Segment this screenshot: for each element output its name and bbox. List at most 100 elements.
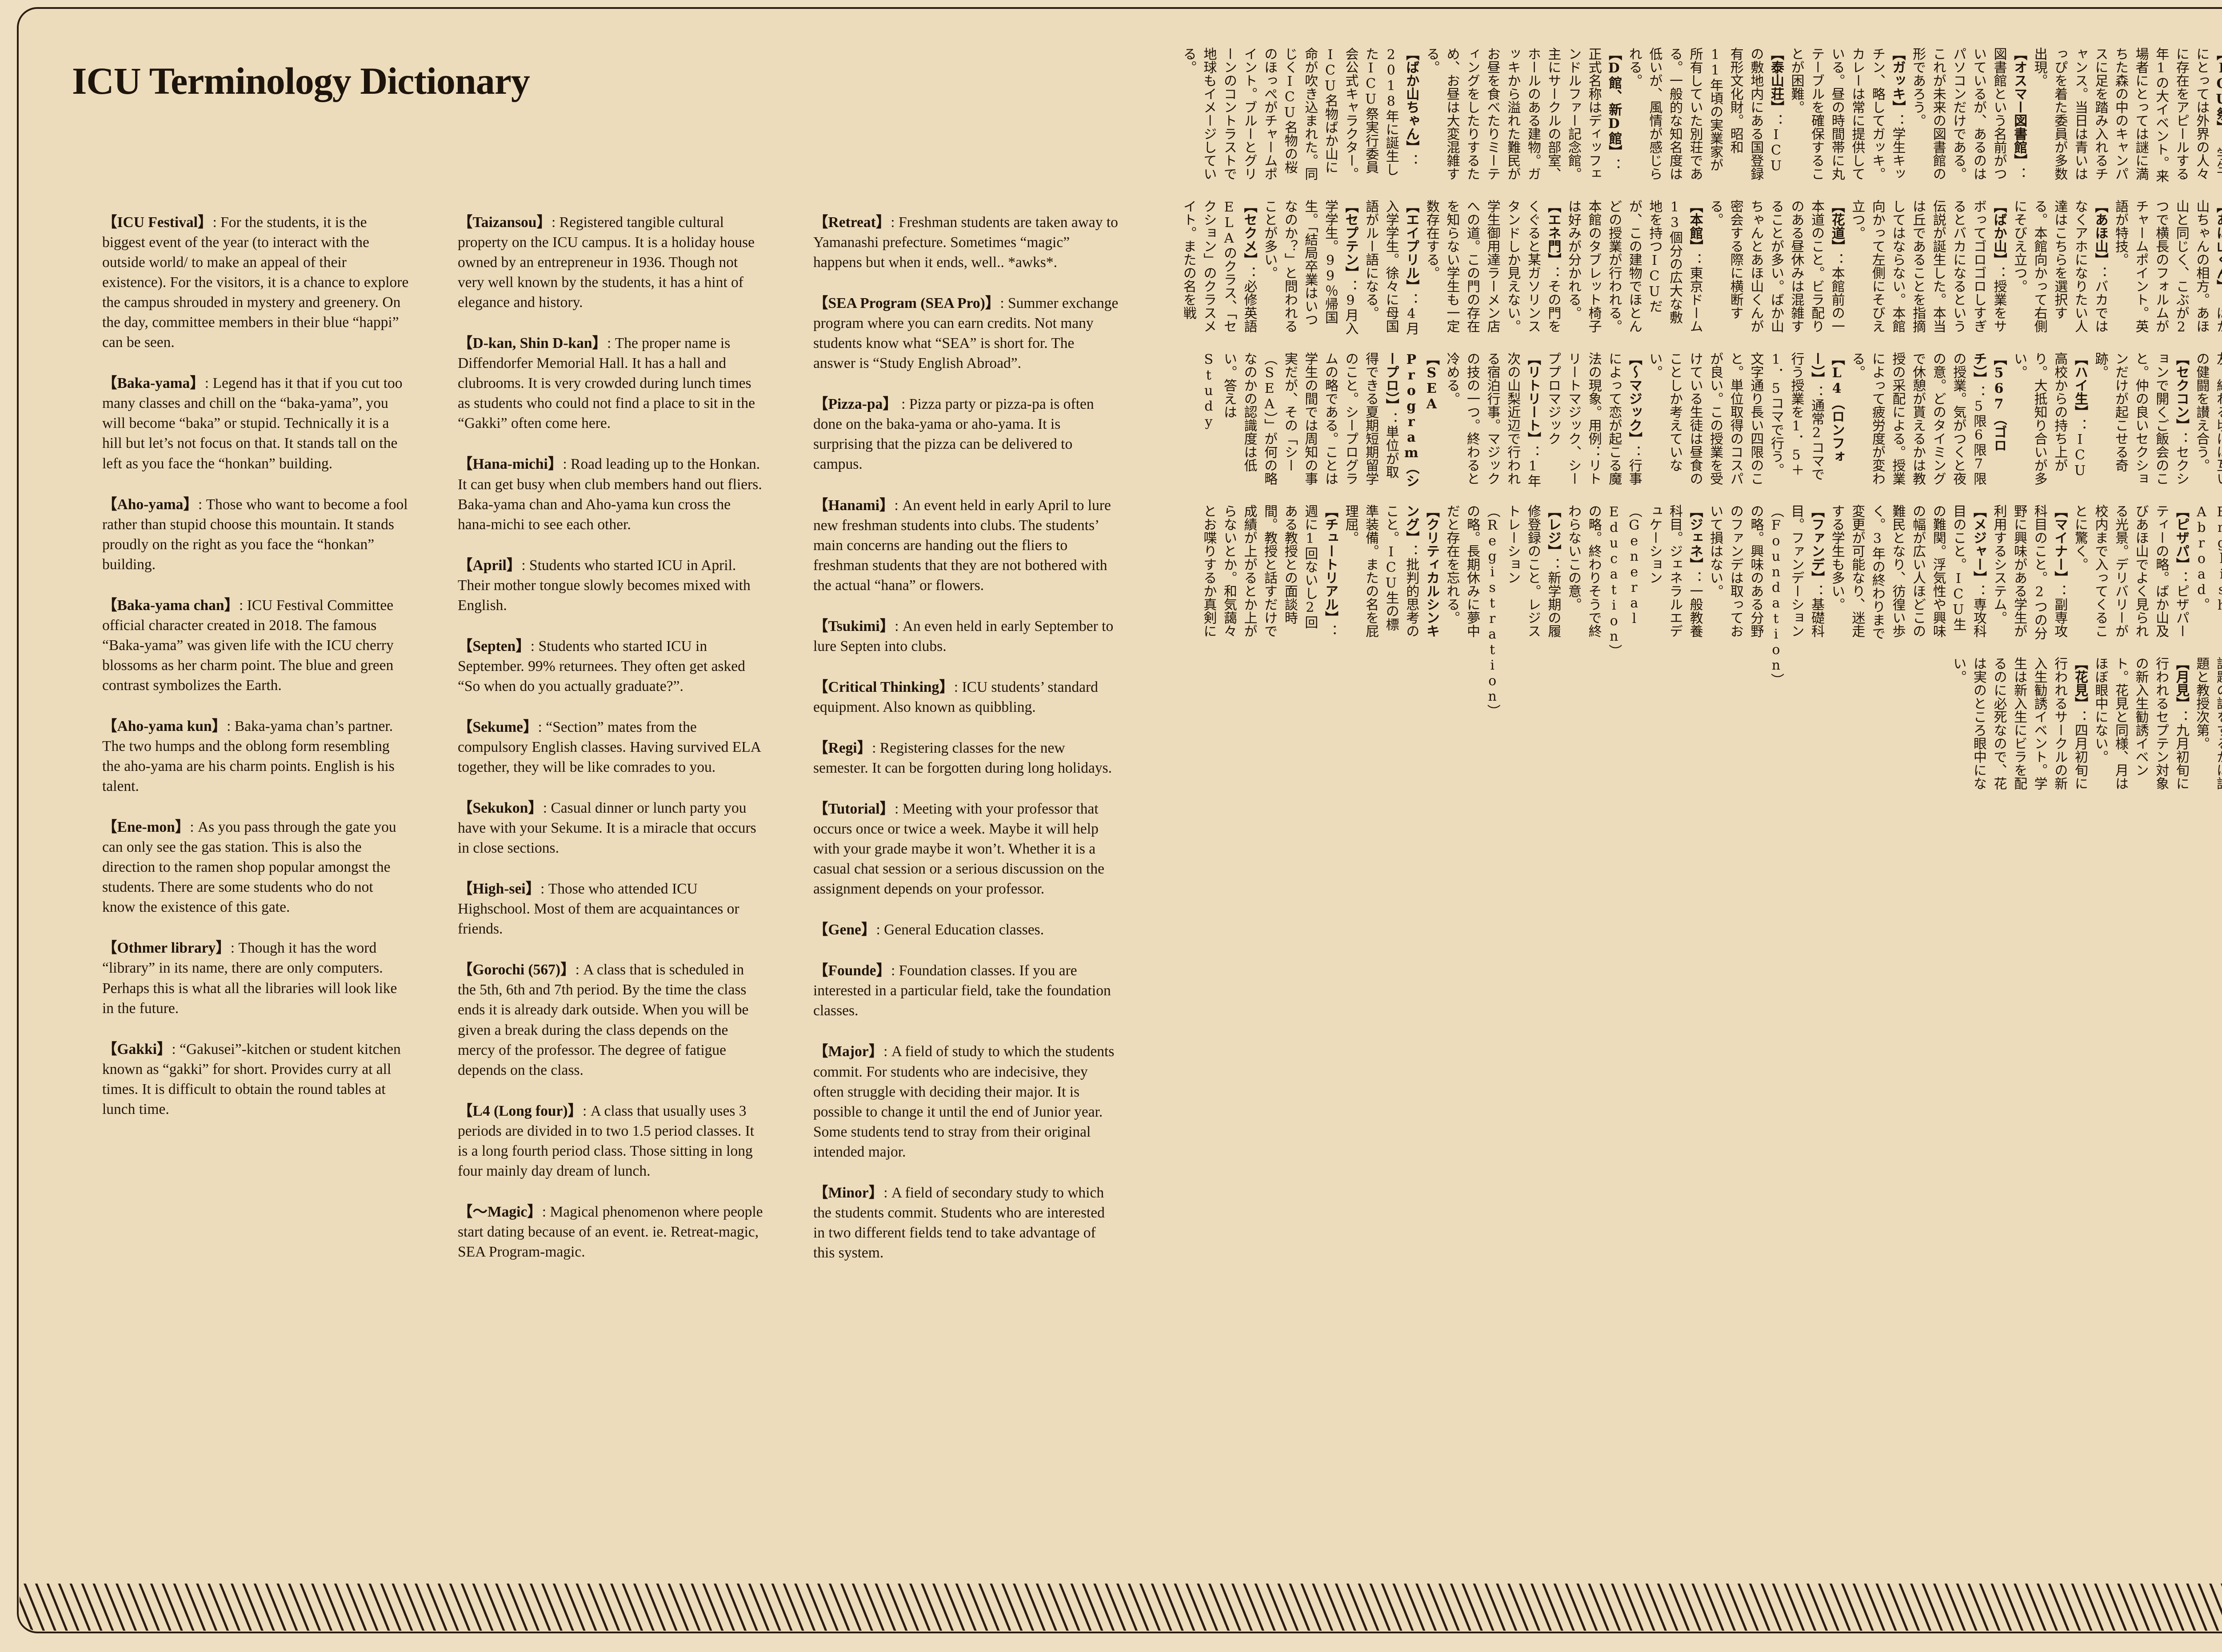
entry-definition-jp: ：セクションで開くご飯会のこと。仲の良いセクションだけが起こせる奇跡。	[2092, 352, 2189, 485]
entry-term: 【Pizza-pa】	[813, 396, 898, 413]
entry-term: 【Gene】	[813, 922, 876, 938]
entry-definition-jp: ：副専攻科目のこと。2つの分野に興味がある学生が利用するシステム。	[1991, 504, 2068, 640]
entry-text: 【Retreat】: Freshman students are taken a…	[813, 212, 1120, 272]
dictionary-entry-jp: 【本館】：東京ドーム13個分の広大な敷地を持つICUだが、この建物でほとんどの授…	[1563, 200, 1705, 337]
entry-term-jp: 【ジェネ】	[1687, 504, 1703, 571]
english-column-2: 【Taizansou】: Registered tangible cultura…	[458, 212, 764, 1545]
entry-definition-jp: ：ICUの敷地内にある国登録有形文化財。昭和11年頃の実業家が所有していた別荘で…	[1626, 47, 1784, 180]
dictionary-entry: 【Aho-yama kun】: Baka-yama chan’s partner…	[102, 716, 409, 796]
dictionary-entry: 【Retreat】: Freshman students are taken a…	[813, 212, 1120, 272]
dictionary-entry: 【Septen】: Students who started ICU in Se…	[458, 636, 764, 696]
dictionary-entry: 【ICU Festival】: For the students, it is …	[102, 212, 409, 352]
dictionary-entry-jp: 【L4（ロンフォー）】：通常2コマで行う授業を1．5＋1．5コマで行う。文字通り…	[1644, 352, 1847, 489]
entry-term-jp: 【567（ゴロチ）】	[1970, 352, 2007, 452]
dictionary-entry: 【D-kan, Shin D-kan】: The proper name is …	[458, 333, 764, 433]
english-column-1: 【ICU Festival】: For the students, it is …	[102, 212, 409, 1545]
entry-term-jp: 【セクメ】	[1241, 200, 1257, 266]
entry-definition-jp: ：基礎科目。ファンデーション（Foundation）の略。興味のある分野のファン…	[1707, 504, 1825, 686]
dictionary-entry-jp: 【ICU祭】：学生にとっては外界の人々に存在をアピールする年1の大イベント。来場…	[2029, 47, 2222, 184]
dictionary-entry-jp: 【ハイ生】：ICU高校からの持ち上がり。大抵知り合いが多い。	[2009, 352, 2090, 489]
entry-term-jp: 【エネ門】	[1545, 200, 1561, 266]
entry-definition-jp: ：新学期の履修登録のこと。レジストレーション（Registration）の略。長…	[1444, 504, 1561, 718]
entry-definition: : A class that usually uses 3 periods ar…	[458, 1102, 755, 1179]
entry-definition: : Summer exchange program where you can …	[813, 295, 1119, 372]
bottom-hatch-band	[20, 1584, 2222, 1631]
entry-definition: : ICU Festival Committee official charac…	[102, 597, 394, 694]
entry-definition-jp: ：東京ドーム13個分の広大な敷地を持つICUだが、この建物でほとんどの授業が行わ…	[1566, 200, 1703, 333]
entry-definition-jp: ：通常2コマで行う授業を1．5＋1．5コマで行う。文字通り長い四限のこと。単位取…	[1647, 352, 1825, 485]
dictionary-entry: 【SEA Program (SEA Pro)】: Summer exchange…	[813, 293, 1120, 373]
dictionary-entry: 【Major】: A field of study to which the s…	[813, 1041, 1120, 1161]
entry-definition-jp: ：図書館という名前がついているが、あるのはパソコンだけである。これが未来の図書館…	[1910, 47, 2027, 180]
entry-term: 【〜Magic】	[458, 1203, 542, 1220]
entry-text: 【Minor】: A field of secondary study to w…	[813, 1183, 1120, 1263]
entry-definition: : An event held in early April to lure n…	[813, 497, 1111, 594]
japanese-entries-region: 【ICU祭】：学生にとっては外界の人々に存在をアピールする年1の大イベント。来場…	[1174, 47, 2222, 1571]
entry-term-jp: 【メジャー】	[1970, 504, 1986, 584]
entry-text: 【SEA Program (SEA Pro)】: Summer exchange…	[813, 293, 1120, 373]
entry-text: 【〜Magic】: Magical phenomenon where peopl…	[458, 1202, 764, 1262]
dictionary-entry: 【Gene】: General Education classes.	[813, 920, 1120, 940]
entry-term: 【Sekume】	[458, 718, 538, 735]
entry-term: 【Gakki】	[102, 1041, 172, 1057]
entry-definition: : Magical phenomenon where people start …	[458, 1203, 763, 1260]
entry-term: 【Taizansou】	[458, 214, 552, 231]
entry-definition: : Legend has it that if you cut too many…	[102, 375, 403, 472]
entry-term-jp: 【花道】	[1829, 200, 1845, 253]
dictionary-entry-jp: 【エイプリル】：4月入学学生。徐々に母国語がルー語になる。	[1360, 200, 1421, 337]
dictionary-entry-jp: 【567（ゴロチ）】：5限6限7限の授業。気がつくと夜の意。どのタイミングで休憩…	[1847, 352, 2009, 489]
entry-definition-jp: ：5限6限7限の授業。気がつくと夜の意。どのタイミングで休憩が貰えるかは教授の采…	[1849, 352, 1986, 485]
entry-term-jp: 【あほ山くん】	[2214, 200, 2222, 293]
entry-term-jp: 【チュートリアル】	[1322, 504, 1338, 624]
entry-text: 【Sekume】: “Section” mates from the compu…	[458, 717, 764, 777]
dictionary-entry-jp: 【〜マジック】：行事によって恋が起こる魔法の現象。用例：リトリートマジック、シー…	[1543, 352, 1644, 489]
dictionary-entry-jp: 【マイナー】：副専攻科目のこと。2つの分野に興味がある学生が利用するシステム。	[1989, 504, 2070, 642]
dictionary-entry-jp: 【あほ山】：バカではなくアホになりたい人達はこちらを選択する。本館向かって右側に…	[2009, 200, 2110, 337]
entry-definition: : For the students, it is the biggest ev…	[102, 214, 409, 351]
dictionary-entry-jp: 【セクコン】：セクションで開くご飯会のこと。仲の良いセクションだけが起こせる奇跡…	[2090, 352, 2191, 489]
entry-text: 【D-kan, Shin D-kan】: The proper name is …	[458, 333, 764, 433]
entry-text: 【Gakki】: “Gakusei”-kitchen or student ki…	[102, 1039, 409, 1119]
entry-text: 【Critical Thinking】: ICU students’ stand…	[813, 677, 1120, 717]
entry-text: 【Aho-yama】: Those who want to become a f…	[102, 495, 409, 575]
entry-term: 【Gorochi (567)】	[458, 962, 575, 978]
dictionary-entry-jp: 【セクメ】：必修英語ELAのクラス、「セクション」のクラスメイト。またの名を戦友…	[1174, 200, 2222, 489]
entry-term-jp: 【泰山荘】	[1768, 47, 1784, 114]
dictionary-entry: 【Sekume】: “Section” mates from the compu…	[458, 717, 764, 777]
entry-definition: : A field of secondary study to which th…	[813, 1184, 1105, 1261]
entry-definition: : ICU students’ standard equipment. Also…	[813, 678, 1098, 715]
entry-term: 【Sekukon】	[458, 800, 543, 817]
entry-definition: : Meeting with your professor that occur…	[813, 801, 1104, 898]
entry-definition: : “Gakusei”-kitchen or student kitchen k…	[102, 1041, 401, 1117]
entry-definition-jp: ：必修英語ELAのクラス、「セクション」のクラスメイト。またの名を戦友。終わる頃…	[1180, 200, 2222, 485]
entry-term: 【High-sei】	[458, 881, 541, 898]
dictionary-entry-jp: 【月見】：九月初旬に行われるセプテン対象の新入生勧誘イベント。花見と同様、月はほ…	[2090, 657, 2191, 794]
dictionary-entry: 【Gorochi (567)】: A class that is schedul…	[458, 960, 764, 1080]
entry-definition-jp: ：学生にとっては外界の人々に存在をアピールする年1の大イベント。来場者にとっては…	[2031, 47, 2222, 183]
dictionary-entry-jp: 【あほ山くん】：ばか山ちゃんの相方。あほ山と同じく、こぶが2つで横長のフォルムが…	[2110, 200, 2222, 337]
dictionary-entry-jp: 【泰山荘】：ICUの敷地内にある国登録有形文化財。昭和11年頃の実業家が所有して…	[1624, 47, 1786, 184]
entry-term: 【Septen】	[458, 638, 531, 654]
dictionary-entry: 【Sekukon】: Casual dinner or lunch party …	[458, 798, 764, 858]
entry-definition: : General Education classes.	[876, 922, 1044, 938]
entry-text: 【Aho-yama kun】: Baka-yama chan’s partner…	[102, 716, 409, 796]
dictionary-entry: 【〜Magic】: Magical phenomenon where peopl…	[458, 1202, 764, 1262]
entry-definition: : An even held in early September to lur…	[813, 618, 1114, 654]
entry-definition-jp: ：四月初旬に行われるサークルの新入生勧誘イベント。学生は新入生にビラを配るのに必…	[1950, 657, 2088, 790]
entry-term: 【Tutorial】	[813, 801, 895, 818]
entry-term-jp: 【L4（ロンフォー）】	[1809, 352, 1845, 463]
dictionary-entry-jp: 【ばか山】：授業をサボってゴロゴロしすぎるとバカになるという伝説が誕生した。本当…	[1847, 200, 2009, 337]
dictionary-entry: 【Critical Thinking】: ICU students’ stand…	[813, 677, 1120, 717]
dictionary-entry: 【Regi】: Registering classes for the new …	[813, 738, 1120, 778]
dictionary-entry: 【Minor】: A field of secondary study to w…	[813, 1183, 1120, 1263]
entry-term-jp: 【ガッキ】	[1890, 47, 1906, 114]
entry-term-jp: 【ファンデ】	[1809, 504, 1825, 584]
entry-term: 【Ene-mon】	[102, 819, 190, 836]
entry-term: 【L4 (Long four)】	[458, 1102, 583, 1119]
entry-term-jp: 【SEA Program（シープロ）】	[1383, 352, 1439, 487]
entry-term-jp: 【レジ】	[1545, 504, 1561, 558]
dictionary-entry: 【April】: Students who started ICU in Apr…	[458, 555, 764, 615]
dictionary-entry: 【Othmer library】: Though it has the word…	[102, 938, 409, 1018]
dictionary-entry: 【Gakki】: “Gakusei”-kitchen or student ki…	[102, 1039, 409, 1119]
dictionary-entry-jp: 【D館、新D館】：正式名称はディッフェンドルファー記念館。主にサークルの部室、ホ…	[1421, 47, 1624, 184]
